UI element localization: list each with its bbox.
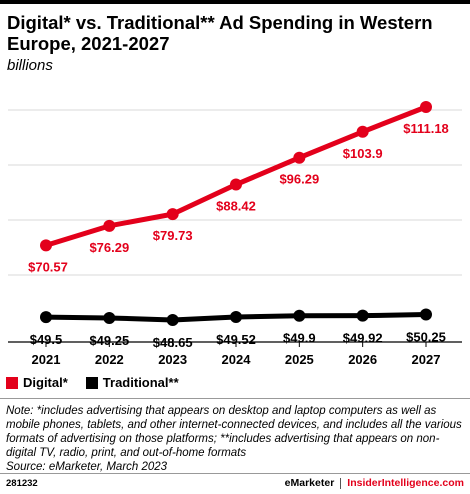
line-chart: 2021 2022 2023 2024 2025 2026 2027 $70.57 $76.29… — [8, 101, 462, 367]
x-tick-label-2026: 2026 — [348, 352, 377, 367]
chart-note: Note: *includes advertising that appears… — [6, 404, 466, 474]
legend-swatch-digital — [6, 376, 18, 389]
x-tick-label-2027: 2027 — [412, 352, 441, 367]
data-point-traditional-2022 — [103, 311, 116, 324]
data-point-traditional-2025 — [293, 309, 306, 322]
data-point-digital-2023 — [166, 208, 179, 221]
footer-credits: eMarketer InsiderIntelligence.com — [285, 477, 464, 489]
data-point-digital-2021 — [40, 239, 52, 252]
x-tick-label-2024: 2024 — [222, 352, 252, 367]
data-label-digital-2023: $79.73 — [153, 228, 193, 243]
data-point-traditional-2024 — [230, 311, 242, 324]
legend-label-digital: Digital* — [23, 375, 68, 390]
x-tick-label-2025: 2025 — [285, 352, 314, 367]
data-label-traditional-2026: $49.92 — [343, 331, 383, 346]
data-label-digital-2027: $111.18 — [403, 121, 449, 136]
note-text: Note: *includes advertising that appears… — [6, 405, 462, 459]
data-label-traditional-2024: $49.52 — [216, 332, 256, 347]
data-point-traditional-2026 — [356, 309, 369, 322]
data-label-digital-2026: $103.9 — [343, 146, 383, 161]
x-tick-label-2023: 2023 — [158, 352, 187, 367]
top-rule — [0, 0, 470, 4]
data-point-traditional-2027 — [420, 308, 432, 321]
data-label-digital-2025: $96.29 — [279, 172, 319, 187]
source-text: Source: eMarketer, March 2023 — [6, 461, 168, 473]
legend-label-traditional: Traditional** — [102, 375, 179, 390]
brand-emarketer: eMarketer — [284, 477, 335, 489]
data-label-digital-2022: $76.29 — [89, 240, 129, 255]
legend-item-traditional: Traditional** — [85, 375, 179, 390]
x-tick-label-2021: 2021 — [32, 352, 61, 367]
data-label-traditional-2027: $50.25 — [406, 330, 446, 345]
chart-subtitle: billions — [7, 57, 53, 74]
series-line-digital — [45, 104, 427, 248]
legend: Digital* Traditional** — [6, 375, 197, 390]
data-point-digital-2025 — [293, 151, 306, 164]
data-point-traditional-2023 — [166, 314, 179, 326]
data-label-digital-2024: $88.42 — [216, 199, 256, 214]
chart-title: Digital* vs. Traditional** Ad Spending i… — [7, 12, 433, 54]
legend-item-digital: Digital* — [6, 375, 68, 390]
chart-id: 281232 — [6, 478, 38, 489]
x-tick-label-2022: 2022 — [95, 352, 124, 367]
data-point-digital-2027 — [420, 101, 432, 113]
data-label-traditional-2021: $49.5 — [30, 332, 63, 347]
brand-insider-intelligence: InsiderIntelligence.com — [347, 477, 464, 489]
legend-swatch-traditional — [85, 376, 98, 389]
data-label-traditional-2023: $48.65 — [153, 335, 193, 350]
data-label-traditional-2022: $49.25 — [89, 333, 129, 348]
data-point-digital-2022 — [103, 219, 116, 232]
data-point-traditional-2021 — [40, 311, 52, 324]
note-divider — [0, 398, 470, 399]
footer-divider — [0, 473, 470, 474]
data-point-digital-2026 — [356, 125, 369, 138]
credits-separator — [340, 477, 342, 489]
data-label-digital-2021: $70.57 — [28, 259, 68, 274]
data-point-digital-2024 — [230, 178, 242, 191]
data-label-traditional-2025: $49.9 — [283, 331, 316, 346]
